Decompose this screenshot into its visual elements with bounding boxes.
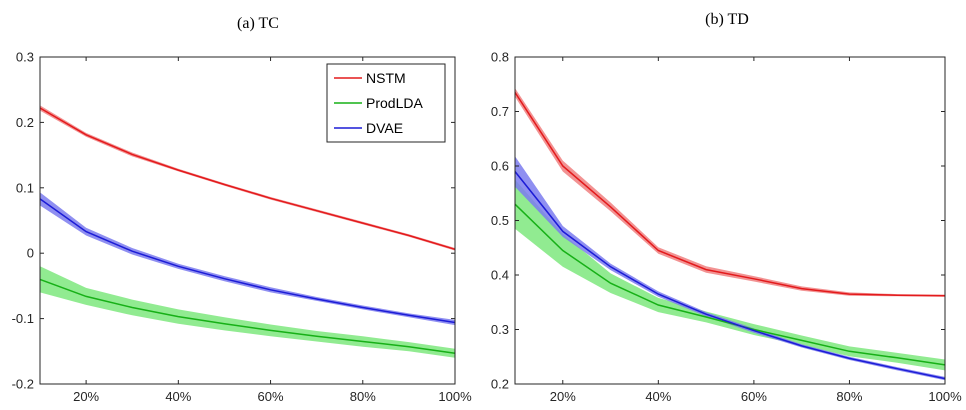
x-tick-label: 80% xyxy=(350,389,376,404)
band-layer xyxy=(515,88,945,380)
y-tick-label: 0.2 xyxy=(16,115,34,130)
x-tick-label: 100% xyxy=(928,389,962,404)
plot-frame xyxy=(515,57,945,384)
y-tick-label: 0.1 xyxy=(16,180,34,195)
x-tick-label: 60% xyxy=(258,389,284,404)
legend-label-dvae: DVAE xyxy=(366,120,403,136)
y-tick-label: 0.2 xyxy=(491,377,509,392)
y-tick-label: 0.8 xyxy=(491,50,509,65)
y-tick-label: -0.2 xyxy=(12,377,34,392)
line-layer xyxy=(40,108,455,353)
legend-label-prodlda: ProdLDA xyxy=(366,95,423,111)
series-line-prodlda xyxy=(515,204,945,365)
y-tick-label: 0.6 xyxy=(491,159,509,174)
x-tick-label: 20% xyxy=(550,389,576,404)
y-tick-label: 0.7 xyxy=(491,104,509,119)
y-tick-label: 0.4 xyxy=(491,268,509,283)
x-tick-label: 60% xyxy=(741,389,767,404)
chart-tc: (a) TC 20% 40% 60% 80% 100% -0.2 -0.1 0 0.1 0.2 0.… xyxy=(12,15,472,404)
y-tick-label: 0.3 xyxy=(16,50,34,65)
x-tick-label: 40% xyxy=(165,389,191,404)
x-tick-label: 100% xyxy=(438,389,472,404)
legend-label-nstm: NSTM xyxy=(366,70,406,86)
chart-td: (b) TD 20% 40% 60% 80% 100% 0.2 0.3 0.4 0.5 0.6 0.… xyxy=(491,11,962,404)
y-tick-label: 0 xyxy=(27,246,34,261)
chart-title: (a) TC xyxy=(237,15,279,32)
x-tick-label: 40% xyxy=(645,389,671,404)
y-tick-label: 0.5 xyxy=(491,213,509,228)
y-tick-label: 0.3 xyxy=(491,322,509,337)
line-layer xyxy=(515,92,945,378)
x-tick-label: 80% xyxy=(836,389,862,404)
y-tick-label: -0.1 xyxy=(12,311,34,326)
legend: NSTM ProdLDA DVAE xyxy=(327,64,445,142)
chart-title: (b) TD xyxy=(705,11,749,28)
x-tick-label: 20% xyxy=(73,389,99,404)
